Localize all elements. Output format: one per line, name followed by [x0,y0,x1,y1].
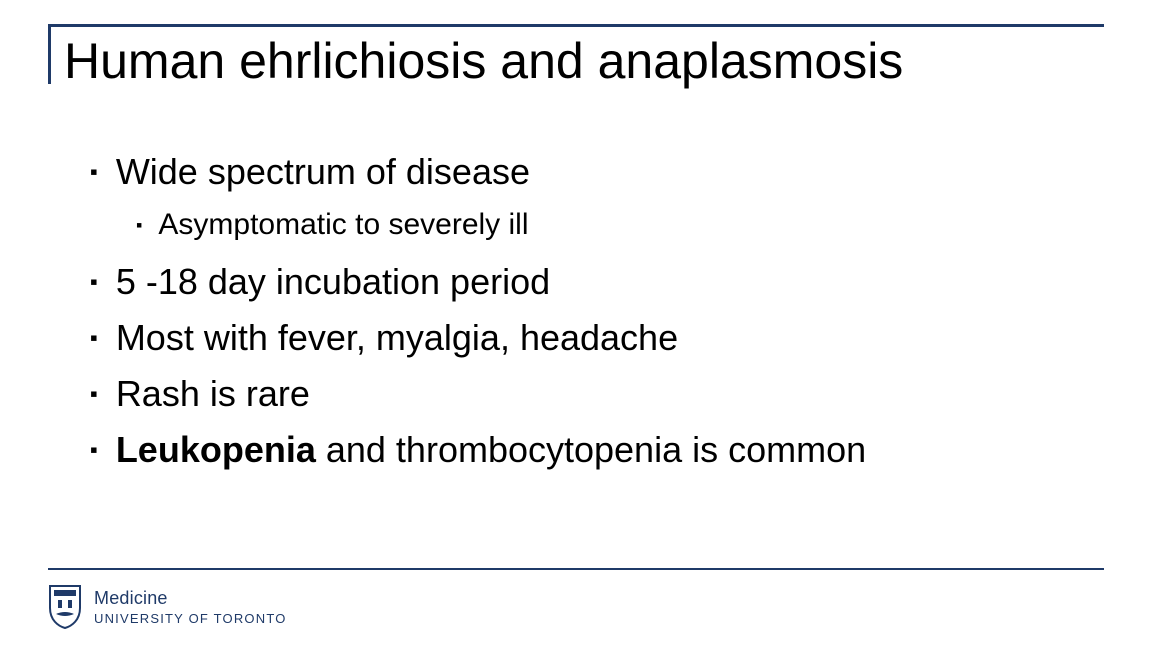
slide: Human ehrlichiosis and anaplasmosis ▪ Wi… [0,0,1152,648]
footer-rule [48,568,1104,570]
bullet-level1: ▪ 5 -18 day incubation period [90,260,1070,304]
square-bullet-icon: ▪ [136,208,142,242]
title-rule-top [48,24,1104,27]
uoft-crest-icon [48,584,82,630]
bullet-level1: ▪ Most with fever, myalgia, headache [90,316,1070,360]
slide-body: ▪ Wide spectrum of disease ▪ Asymptomati… [90,150,1070,484]
bullet-text: Leukopenia and thrombocytopenia is commo… [116,428,866,472]
square-bullet-icon: ▪ [90,374,98,414]
square-bullet-icon: ▪ [90,262,98,302]
footer-line1: Medicine [94,588,287,609]
bullet-level1: ▪ Leukopenia and thrombocytopenia is com… [90,428,1070,472]
bullet-text: Asymptomatic to severely ill [158,206,528,244]
bullet-text-rest: and thrombocytopenia is common [316,429,866,470]
bullet-text: Wide spectrum of disease [116,150,530,194]
footer-text: Medicine UNIVERSITY OF TORONTO [94,588,287,626]
footer-line2: UNIVERSITY OF TORONTO [94,611,287,626]
square-bullet-icon: ▪ [90,318,98,358]
bullet-level1: ▪ Rash is rare [90,372,1070,416]
title-rule-tick [48,24,51,84]
square-bullet-icon: ▪ [90,152,98,192]
bullet-text: 5 -18 day incubation period [116,260,550,304]
square-bullet-icon: ▪ [90,430,98,470]
bullet-text: Most with fever, myalgia, headache [116,316,678,360]
bullet-level2: ▪ Asymptomatic to severely ill [136,206,1070,244]
bullet-level1: ▪ Wide spectrum of disease [90,150,1070,194]
slide-title: Human ehrlichiosis and anaplasmosis [64,34,903,89]
bullet-text: Rash is rare [116,372,310,416]
bullet-text-bold: Leukopenia [116,429,316,470]
footer: Medicine UNIVERSITY OF TORONTO [48,584,287,630]
